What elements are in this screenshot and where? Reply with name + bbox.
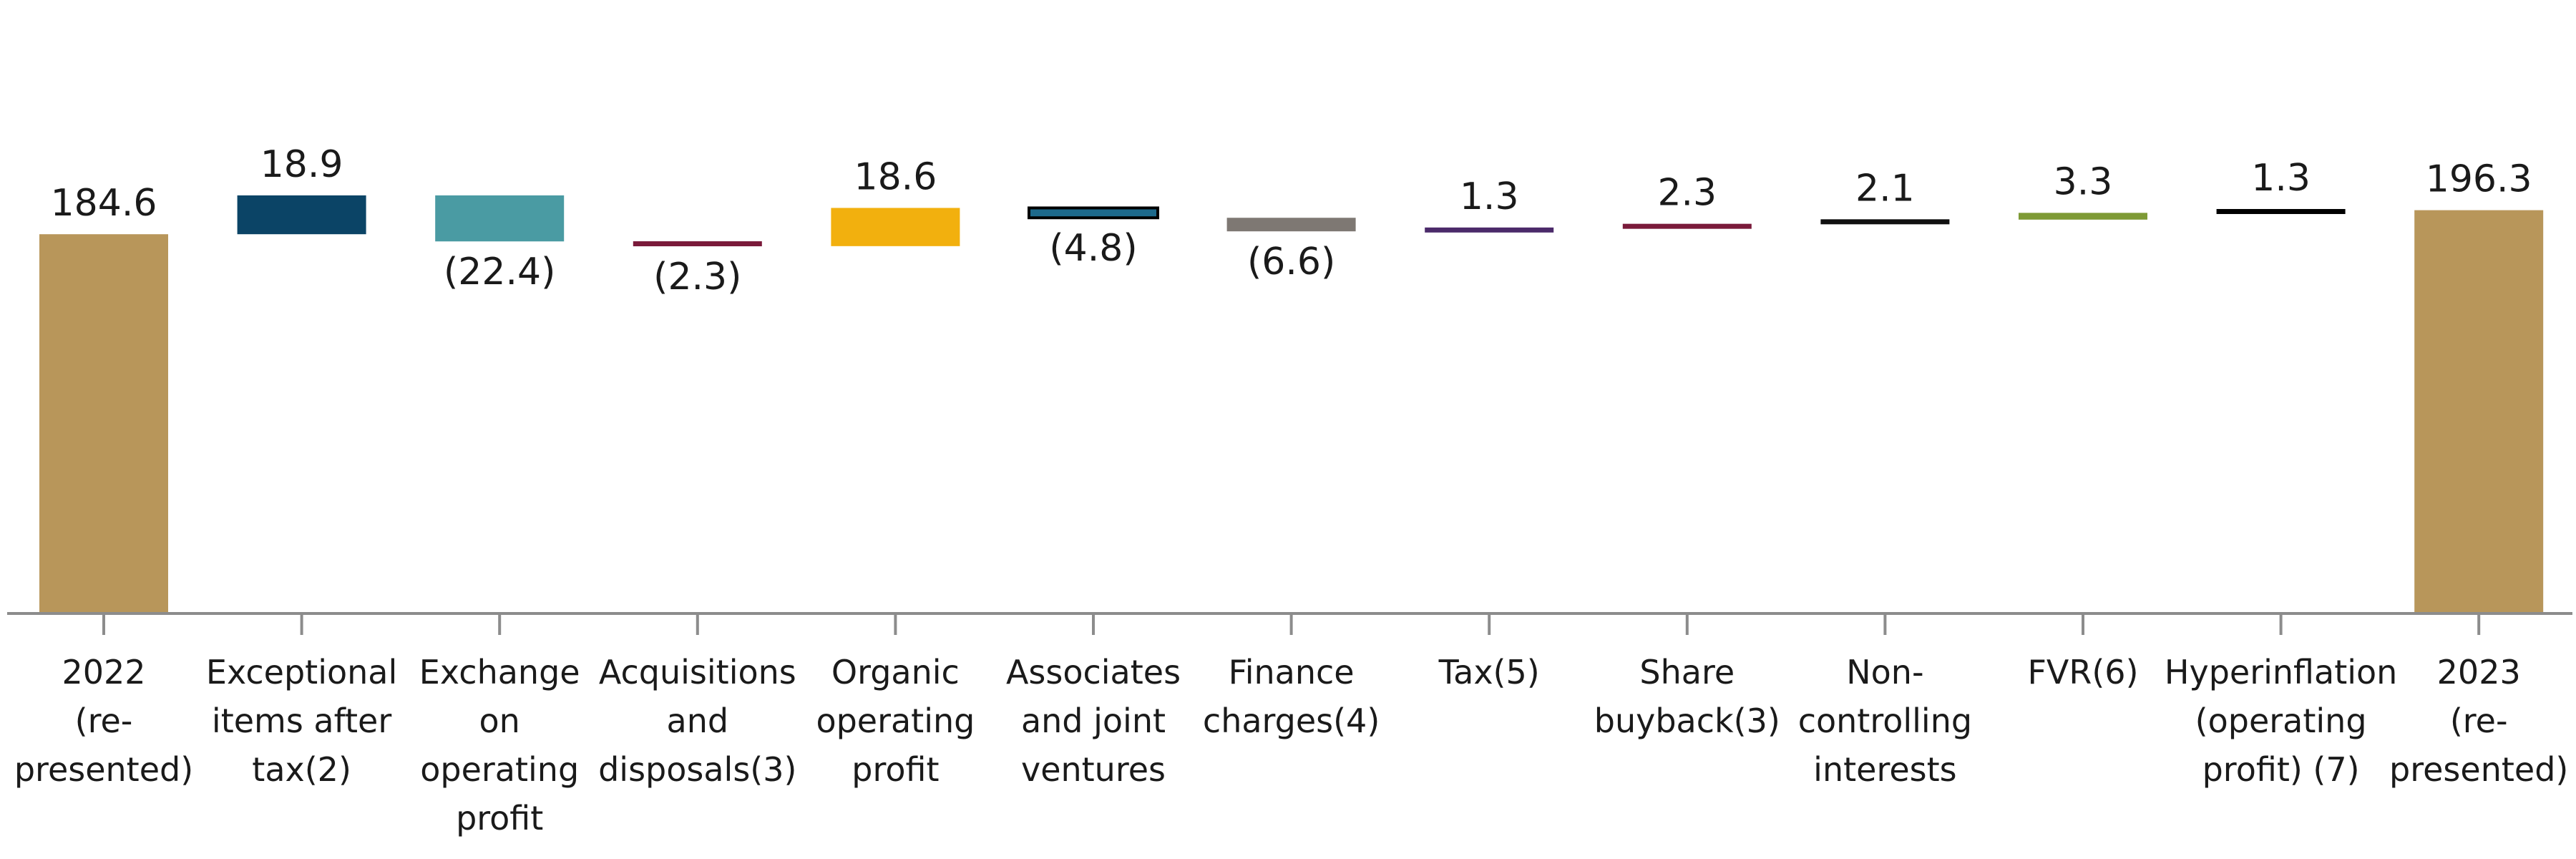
category-label-5-line-1: and joint (1021, 702, 1166, 740)
category-label-11-line-0: Hyperinflation (2165, 653, 2397, 691)
category-label-9-line-0: Non- (1846, 653, 1923, 691)
bar-6 (1226, 218, 1356, 232)
bar-3 (633, 241, 762, 247)
category-label-0: 2022 (re-presented) (14, 653, 193, 789)
category-label-0-line-0: 2022 (62, 653, 145, 691)
category-label-6-line-1: charges(4) (1203, 702, 1380, 740)
category-label-8: Share buyback(3) (1594, 653, 1780, 740)
category-label-7-line-0: Tax(5) (1438, 653, 1540, 691)
bar-5 (1028, 206, 1159, 220)
value-label-6: (6.6) (1247, 241, 1335, 283)
category-label-9: Non-controlling interests (1798, 653, 1972, 789)
category-label-2-line-0: Exchange (419, 653, 580, 691)
category-label-3-line-0: Acquisitions (599, 653, 796, 691)
category-label-1-line-2: tax(2) (252, 750, 351, 789)
category-label-11: Hyperinflation (operating profit) (7) (2165, 653, 2397, 789)
value-labels-layer: 184.6 18.9 (22.4) (2.3) 18.6 (4.8) (6.6) 1.3 2.3… (51, 143, 2532, 299)
value-label-9: 2.1 (1855, 167, 1915, 210)
category-label-2: Exchange on operating profit (419, 653, 580, 838)
category-label-12: 2023 (re-presented) (2389, 653, 2568, 789)
value-label-8: 2.3 (1657, 172, 1717, 215)
bar-1 (237, 195, 366, 235)
value-label-12: 196.3 (2426, 158, 2532, 201)
value-label-4: 18.6 (854, 155, 937, 198)
value-label-2: (22.4) (444, 251, 555, 293)
category-label-11-line-1: (operating (2195, 702, 2367, 740)
category-label-3-line-2: disposals(3) (598, 750, 796, 789)
category-label-1-line-1: items after (212, 702, 391, 740)
value-label-11: 1.3 (2251, 157, 2311, 200)
category-label-5-line-0: Associates (1006, 653, 1181, 691)
category-label-0-line-2: presented) (14, 750, 193, 789)
category-label-8-line-0: Share (1639, 653, 1735, 691)
category-label-2-line-3: profit (456, 799, 543, 838)
category-label-8-line-1: buyback(3) (1594, 702, 1780, 740)
bar-4 (831, 208, 960, 246)
bar-2 (435, 195, 565, 242)
category-label-9-line-1: controlling (1798, 702, 1972, 740)
category-label-4-line-1: operating (816, 702, 975, 740)
value-label-1: 18.9 (260, 143, 343, 186)
category-label-0-line-1: (re- (75, 702, 133, 740)
category-label-10-line-0: FVR(6) (2027, 653, 2138, 691)
bar-10 (2019, 213, 2147, 220)
bars-layer (39, 195, 2544, 613)
category-label-11-line-2: profit) (7) (2202, 750, 2360, 789)
category-label-9-line-2: interests (1813, 750, 1956, 789)
category-label-4-line-0: Organic (831, 653, 960, 691)
value-label-5: (4.8) (1049, 227, 1137, 270)
category-labels-layer: 2022 (re-presented) Exceptional items after… (14, 653, 2569, 838)
category-label-4: Organic operating profit (816, 653, 975, 789)
category-label-6-line-0: Finance (1229, 653, 1355, 691)
category-label-10: FVR(6) (2027, 653, 2138, 691)
category-label-6: Finance charges(4) (1203, 653, 1380, 740)
category-label-12-line-2: presented) (2389, 750, 2568, 789)
bar-11 (2216, 208, 2346, 214)
category-label-2-line-1: on (479, 702, 520, 740)
bar-7 (1425, 227, 1554, 233)
value-label-3: (2.3) (653, 256, 741, 299)
category-label-7: Tax(5) (1438, 653, 1540, 691)
value-label-0: 184.6 (51, 182, 157, 225)
category-label-3-line-1: and (667, 702, 729, 740)
category-label-12-line-1: (re- (2450, 702, 2508, 740)
category-label-12-line-0: 2023 (2437, 653, 2521, 691)
category-label-5-line-2: ventures (1021, 750, 1166, 789)
category-label-4-line-2: profit (852, 750, 939, 789)
bar-9 (1820, 219, 1950, 225)
bar-12 (2414, 210, 2544, 613)
category-label-3: Acquisitions and disposals(3) (598, 653, 796, 789)
category-label-2-line-2: operating (420, 750, 579, 789)
bar-8 (1622, 223, 1752, 229)
x-axis (7, 612, 2572, 635)
category-label-1-line-0: Exceptional (206, 653, 397, 691)
category-label-5: Associates and joint ventures (1006, 653, 1181, 789)
value-label-10: 3.3 (2054, 160, 2113, 203)
category-label-1: Exceptional items after tax(2) (206, 653, 397, 789)
bar-0 (39, 234, 168, 613)
value-label-7: 1.3 (1460, 175, 1519, 218)
